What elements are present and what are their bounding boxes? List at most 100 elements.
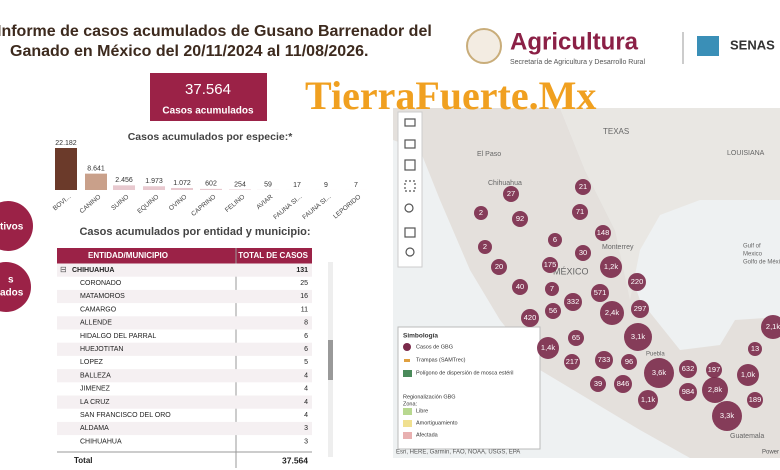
bubble-label: 1,1k [641,395,655,404]
table-row-bg [57,263,312,277]
case-bubble[interactable] [712,401,742,431]
case-bubble[interactable] [595,225,611,241]
case-bubble[interactable] [474,206,488,220]
group-icon[interactable]: ⊟ [60,265,67,274]
case-bubble[interactable] [548,233,562,247]
side-button-label[interactable]: s [8,275,14,286]
side-button-label[interactable]: tivos [0,222,24,233]
bubble-label: 92 [516,214,524,223]
legend-swatch [403,408,412,415]
table-row-bg [57,316,312,330]
case-bubble[interactable] [591,284,609,302]
tool-icon[interactable] [404,180,416,192]
table-row-bg [57,342,312,356]
tool-icon[interactable] [405,247,415,257]
case-bubble[interactable] [512,211,528,227]
case-bubble[interactable] [478,240,492,254]
case-bubble[interactable] [628,273,646,291]
bubble-label: 332 [567,297,580,306]
table-cell: LA CRUZ [80,399,110,406]
bubble-label: 2 [483,242,487,251]
side-button[interactable] [0,201,33,251]
bubble-label: 846 [617,379,630,388]
case-bubble[interactable] [638,390,658,410]
case-bubble[interactable] [590,376,606,392]
value-label: 1.072 [173,180,191,187]
case-bubble[interactable] [624,323,652,351]
legend-item: Regionalización GBG [403,394,456,400]
case-bubble[interactable] [503,186,519,202]
tool-icon[interactable] [404,118,416,127]
case-bubble[interactable] [644,358,674,388]
case-bubble[interactable] [600,301,624,325]
bubble-label: 27 [507,189,515,198]
case-bubble[interactable] [614,375,632,393]
tool-icon[interactable] [404,159,416,171]
case-bubble[interactable] [679,360,697,378]
legend-swatch [403,370,412,377]
logo-seal [466,28,502,64]
bar [200,188,222,190]
case-bubble[interactable] [595,351,613,369]
bubble-label: 1,0k [741,370,755,379]
case-bubble[interactable] [572,204,588,220]
powered: Power [762,450,779,456]
case-bubble[interactable] [621,354,637,370]
bubble-label: 984 [682,387,695,396]
kpi-label: Casos acumulados [162,106,254,117]
side-button-label[interactable]: ados [0,288,24,299]
bubble-label: 3,1k [631,332,645,341]
kpi-box [150,73,267,121]
case-bubble[interactable] [747,392,763,408]
case-bubble[interactable] [600,256,622,278]
case-bubble[interactable] [537,337,559,359]
scrollbar-thumb[interactable] [328,340,333,380]
case-bubble[interactable] [575,179,591,195]
case-bubble[interactable] [702,377,728,403]
map-place: MÉXICO [553,266,589,276]
case-bubble[interactable] [491,259,507,275]
table-cell: CHIHUAHUA [72,267,114,274]
case-bubble[interactable] [631,300,649,318]
bubble-label: 217 [566,357,579,366]
case-bubble[interactable] [568,330,584,346]
case-bubble[interactable] [545,282,559,296]
case-bubble[interactable] [521,309,539,327]
bubble-label: 197 [708,365,721,374]
map-toolbar[interactable] [397,111,423,268]
table-cell: JIMENEZ [80,386,111,393]
tool-icon[interactable] [404,203,414,213]
bubble-label: 3,6k [652,368,666,377]
case-bubble[interactable] [564,354,580,370]
bubble-label: 3,3k [720,411,734,420]
bubble-label: 1,2k [604,262,618,271]
legend-item: Zona: [403,401,418,407]
case-bubble[interactable] [748,342,762,356]
legend-swatch [404,359,410,362]
case-bubble[interactable] [575,245,591,261]
table-cell: HUEJOTITAN [80,346,123,353]
bubble-label: 20 [495,262,503,271]
table-cell: BALLEZA [80,372,111,379]
case-bubble[interactable] [761,315,780,339]
bubble-label: 7 [550,284,554,293]
case-bubble[interactable] [679,383,697,401]
value-label: 8.641 [87,165,105,172]
case-bubble[interactable] [512,279,528,295]
case-bubble[interactable] [706,362,722,378]
bubble-label: 632 [682,364,695,373]
bar [113,185,135,190]
chart-title: Casos acumulados por especie:* [128,131,293,143]
tool-icon[interactable] [404,139,416,149]
case-bubble[interactable] [737,364,759,386]
tool-icon[interactable] [404,227,416,238]
map-place: El Paso [477,151,501,158]
bubble-label: 297 [634,304,647,313]
table-row-bg [57,421,312,436]
case-bubble[interactable] [545,303,561,319]
map-land-us [560,108,780,300]
side-button[interactable] [0,262,31,312]
case-bubble[interactable] [564,293,582,311]
case-bubble[interactable] [542,257,558,273]
